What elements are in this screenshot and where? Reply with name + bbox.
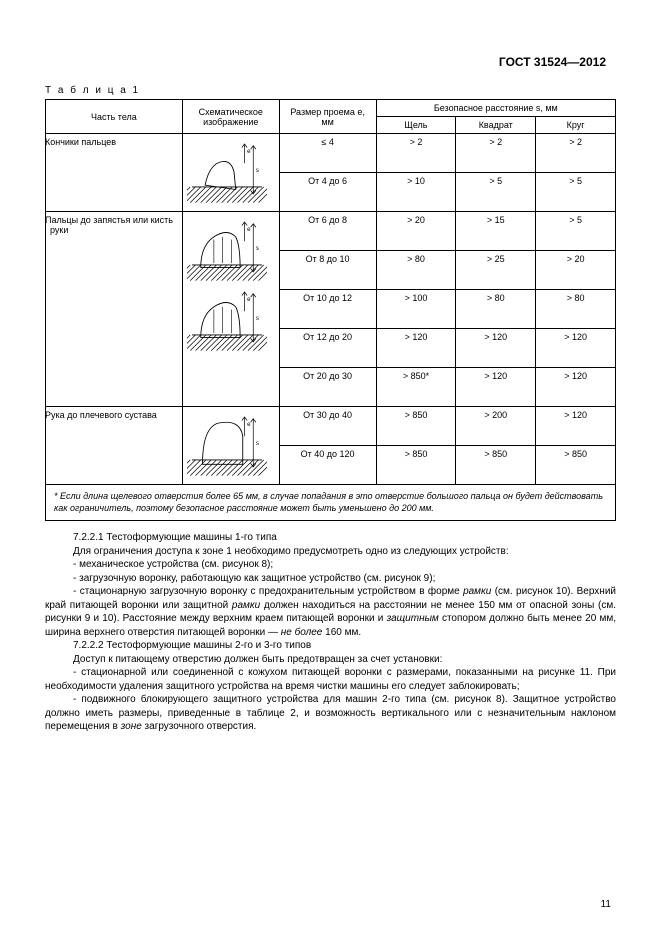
italic-term: зоне [121, 721, 142, 732]
schematic-sketch: es [187, 137, 267, 207]
safety-distance-table: Часть тела Схематическое изображение Раз… [45, 99, 616, 485]
cell-circle: > 20 [536, 251, 616, 290]
cell-slot: > 850* [376, 368, 456, 407]
cell-square: > 5 [456, 173, 536, 212]
paragraph: Доступ к питающему отверстию должен быть… [45, 653, 616, 667]
cell-circle: > 5 [536, 173, 616, 212]
cell-slot: > 100 [376, 290, 456, 329]
table-body: Кончики пальцевes≤ 4> 2> 2> 2От 4 до 6> … [46, 134, 616, 485]
italic-term: не более [281, 627, 323, 638]
paragraph: - загрузочную воронку, работающую как за… [45, 572, 616, 586]
cell-circle: > 120 [536, 407, 616, 446]
table-header: Часть тела Схематическое изображение Раз… [46, 100, 616, 134]
cell-circle: > 5 [536, 212, 616, 251]
cell-circle: > 120 [536, 368, 616, 407]
svg-text:s: s [256, 245, 259, 252]
document-code: ГОСТ 31524—2012 [499, 55, 606, 69]
cell-slot: > 850 [376, 446, 456, 485]
paragraph: - стационарной или соединенной с кожухом… [45, 666, 616, 693]
cell-body-part: Пальцы до запястья или кисть руки [46, 212, 183, 407]
cell-schematic: eses [182, 212, 279, 407]
cell-square: > 120 [456, 368, 536, 407]
cell-circle: > 2 [536, 134, 616, 173]
cell-square: > 120 [456, 329, 536, 368]
svg-text:e: e [247, 226, 251, 233]
table-caption: Т а б л и ц а 1 [45, 85, 616, 96]
table-row: Рука до плечевого суставаesОт 30 до 40> … [46, 407, 616, 446]
cell-square: > 200 [456, 407, 536, 446]
table-row: Кончики пальцевes≤ 4> 2> 2> 2 [46, 134, 616, 173]
cell-slot: > 10 [376, 173, 456, 212]
cell-e: От 12 до 20 [279, 329, 376, 368]
svg-text:e: e [247, 421, 251, 428]
cell-e: ≤ 4 [279, 134, 376, 173]
paragraph: 7.2.2.2 Тестоформующие машины 2-го и 3-г… [45, 639, 616, 653]
cell-slot: > 20 [376, 212, 456, 251]
cell-square: > 2 [456, 134, 536, 173]
cell-square: > 80 [456, 290, 536, 329]
svg-text:s: s [256, 440, 259, 447]
cell-square: > 25 [456, 251, 536, 290]
table-row: Пальцы до запястья или кисть рукиesesОт … [46, 212, 616, 251]
col-safe-distance: Безопасное расстояние s, мм [376, 100, 615, 117]
body-text: 7.2.2.1 Тестоформующие машины 1-го типаД… [45, 531, 616, 734]
cell-square: > 15 [456, 212, 536, 251]
cell-e: От 30 до 40 [279, 407, 376, 446]
table-footnote: * Если длина щелевого отверстия более 65… [45, 485, 616, 521]
svg-text:e: e [247, 148, 251, 155]
document-page: ГОСТ 31524—2012 Т а б л и ц а 1 Часть те… [0, 0, 661, 935]
cell-body-part: Кончики пальцев [46, 134, 183, 212]
cell-e: От 10 до 12 [279, 290, 376, 329]
schematic-sketch: es [187, 410, 267, 480]
col-circle: Круг [536, 117, 616, 134]
cell-e: От 4 до 6 [279, 173, 376, 212]
svg-text:e: e [247, 296, 251, 303]
cell-slot: > 850 [376, 407, 456, 446]
cell-square: > 850 [456, 446, 536, 485]
paragraph: - подвижного блокирующего защитного устр… [45, 693, 616, 734]
italic-term: защитным [387, 613, 439, 624]
cell-e: От 40 до 120 [279, 446, 376, 485]
schematic-sketch: es [187, 215, 267, 285]
cell-slot: > 80 [376, 251, 456, 290]
cell-e: От 6 до 8 [279, 212, 376, 251]
cell-e: От 8 до 10 [279, 251, 376, 290]
col-slot: Щель [376, 117, 456, 134]
cell-slot: > 2 [376, 134, 456, 173]
paragraph: Для ограничения доступа к зоне 1 необход… [45, 545, 616, 559]
col-opening: Размер проема е, мм [279, 100, 376, 134]
paragraph: - стационарную загрузочную воронку с пре… [45, 585, 616, 639]
cell-schematic: es [182, 407, 279, 485]
cell-circle: > 80 [536, 290, 616, 329]
cell-schematic: es [182, 134, 279, 212]
cell-body-part: Рука до плечевого сустава [46, 407, 183, 485]
col-body-part: Часть тела [46, 100, 183, 134]
paragraph: 7.2.2.1 Тестоформующие машины 1-го типа [45, 531, 616, 545]
paragraph: - механическое устройства (см. рисунок 8… [45, 558, 616, 572]
cell-circle: > 850 [536, 446, 616, 485]
col-square: Квадрат [456, 117, 536, 134]
cell-e: От 20 до 30 [279, 368, 376, 407]
cell-circle: > 120 [536, 329, 616, 368]
cell-slot: > 120 [376, 329, 456, 368]
italic-term: рамки [232, 600, 260, 611]
italic-term: рамки [463, 586, 491, 597]
col-schematic: Схематическое изображение [182, 100, 279, 134]
page-number: 11 [601, 899, 611, 910]
svg-text:s: s [256, 315, 259, 322]
schematic-sketch: es [187, 285, 267, 355]
svg-text:s: s [256, 167, 259, 174]
